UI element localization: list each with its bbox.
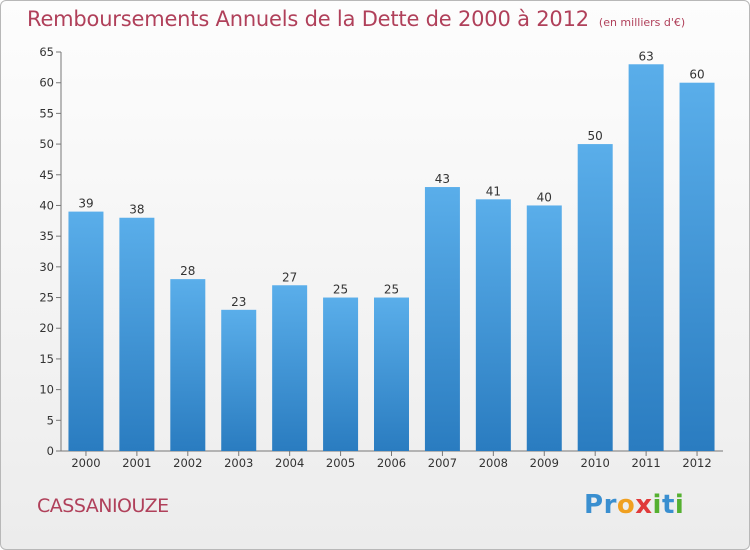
x-tick-label: 2006 — [377, 456, 406, 470]
proxiti-logo[interactable]: Proxiti — [584, 490, 684, 520]
y-tick-label: 5 — [47, 413, 54, 427]
logo-letter: P — [584, 490, 604, 520]
bar — [323, 297, 359, 451]
y-tick-label: 45 — [39, 168, 54, 182]
y-tick-label: 25 — [39, 291, 54, 305]
x-tick-label: 2001 — [122, 456, 151, 470]
commune-name: CASSANIOUZE — [37, 495, 169, 517]
bar-value-label: 63 — [638, 49, 653, 63]
bar-value-label: 60 — [689, 68, 704, 82]
bar-value-label: 28 — [180, 264, 195, 278]
bar-value-label: 23 — [231, 295, 246, 309]
bar-value-label: 27 — [282, 270, 297, 284]
y-tick-label: 50 — [39, 137, 54, 151]
bar — [374, 297, 409, 451]
bar-value-label: 39 — [78, 197, 93, 211]
bar — [577, 144, 613, 452]
bar — [679, 82, 715, 451]
bar — [68, 211, 104, 451]
bar-value-label: 25 — [384, 283, 399, 297]
x-tick-label: 2005 — [326, 456, 355, 470]
bar-value-label: 41 — [486, 184, 501, 198]
chart-unit: (en milliers d'€) — [598, 16, 686, 29]
x-tick-label: 2012 — [682, 456, 711, 470]
bar — [475, 199, 511, 451]
bar — [119, 217, 155, 451]
y-tick-label: 55 — [39, 106, 54, 120]
x-tick-label: 2000 — [71, 456, 100, 470]
bar-value-label: 25 — [333, 283, 348, 297]
chart-title-block: Remboursements Annuels de la Dette de 20… — [27, 7, 685, 31]
logo-letter: i — [674, 490, 685, 520]
x-tick-label: 2002 — [173, 456, 202, 470]
bar — [221, 309, 257, 451]
logo-letter: i — [652, 490, 662, 520]
bar-value-label: 50 — [588, 129, 603, 143]
y-tick-label: 60 — [39, 76, 54, 90]
x-tick-label: 2003 — [224, 456, 253, 470]
y-tick-label: 65 — [39, 45, 54, 59]
bar — [170, 279, 206, 451]
bar — [628, 64, 664, 452]
x-tick-label: 2004 — [275, 456, 304, 470]
bar — [526, 205, 562, 451]
bar — [424, 187, 460, 452]
logo-letter: o — [616, 490, 636, 520]
x-tick-label: 2008 — [479, 456, 508, 470]
chart-title: Remboursements Annuels de la Dette de 20… — [27, 7, 589, 31]
y-tick-label: 0 — [47, 444, 54, 458]
x-tick-label: 2010 — [581, 456, 610, 470]
bar-value-label: 40 — [537, 190, 552, 204]
bar-value-label: 43 — [435, 172, 450, 186]
x-tick-label: 2009 — [530, 456, 559, 470]
logo-letter: t — [661, 490, 675, 520]
y-tick-label: 15 — [39, 352, 54, 366]
logo-letter: r — [603, 490, 617, 520]
bar — [272, 285, 308, 451]
y-tick-label: 30 — [39, 260, 54, 274]
y-tick-label: 40 — [39, 198, 54, 212]
bar-value-label: 38 — [129, 203, 144, 217]
y-tick-label: 10 — [39, 383, 54, 397]
y-tick-label: 20 — [39, 321, 54, 335]
x-tick-label: 2011 — [631, 456, 660, 470]
x-tick-label: 2007 — [428, 456, 457, 470]
logo-letter: x — [635, 490, 653, 520]
y-tick-label: 35 — [39, 229, 54, 243]
